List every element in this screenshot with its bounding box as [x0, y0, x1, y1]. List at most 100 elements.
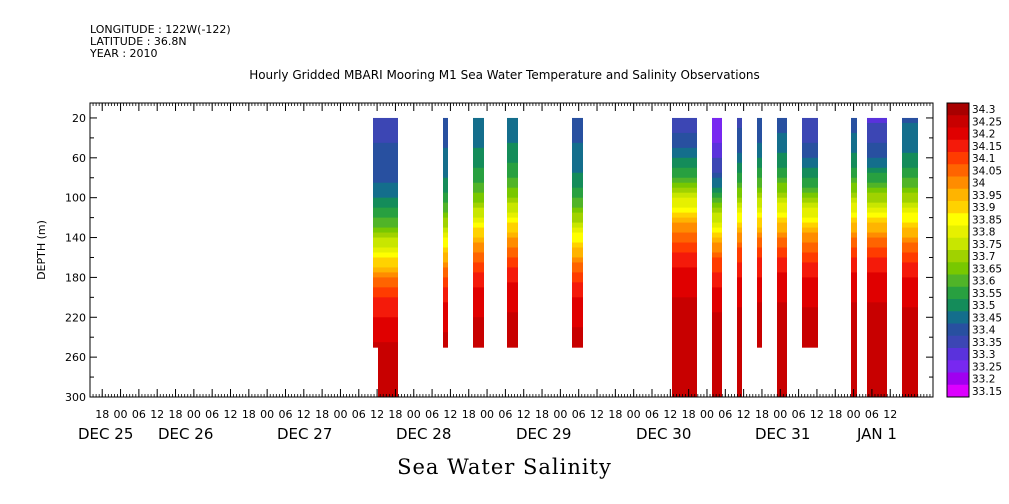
salinity-cell [757, 327, 762, 333]
salinity-cell [473, 187, 484, 194]
salinity-cell [572, 187, 583, 194]
salinity-cell [737, 167, 742, 174]
salinity-cell [802, 172, 818, 179]
salinity-cell [712, 307, 722, 313]
salinity-cell [473, 327, 484, 333]
salinity-cell [672, 262, 697, 268]
salinity-cell [737, 362, 742, 368]
salinity-cell [672, 327, 697, 333]
colorbar-label: 33.95 [972, 190, 1002, 202]
salinity-cell [737, 162, 742, 169]
salinity-cell [902, 247, 918, 253]
salinity-cell [473, 272, 484, 278]
salinity-cell [473, 332, 484, 338]
salinity-cell [902, 132, 918, 139]
salinity-cell [473, 127, 484, 134]
salinity-cell [712, 317, 722, 323]
salinity-cell [473, 237, 484, 244]
salinity-cell [902, 392, 918, 398]
salinity-cell [373, 242, 398, 249]
salinity-cell [473, 312, 484, 318]
salinity-cell [902, 387, 918, 393]
salinity-cell [507, 227, 518, 234]
salinity-cell [867, 217, 887, 224]
colorbar-swatch [947, 213, 969, 226]
salinity-cell [473, 162, 484, 169]
salinity-cell [672, 192, 697, 199]
colorbar-swatch [947, 323, 969, 337]
salinity-cell [737, 277, 742, 283]
x-tick-label: 06 [792, 408, 806, 421]
salinity-cell [802, 222, 818, 229]
salinity-cell [802, 217, 818, 224]
salinity-cell [867, 317, 887, 323]
salinity-cell [802, 302, 818, 308]
salinity-cell [473, 197, 484, 204]
salinity-cell [443, 327, 448, 333]
salinity-cell [757, 157, 762, 164]
salinity-cell [902, 167, 918, 174]
salinity-cell [757, 177, 762, 184]
salinity-cell [473, 142, 484, 149]
salinity-cell [902, 232, 918, 239]
salinity-cell [473, 147, 484, 154]
x-date-label: JAN 1 [856, 425, 897, 443]
salinity-cell [443, 322, 448, 328]
salinity-cell [737, 312, 742, 318]
salinity-cell [757, 247, 762, 253]
salinity-cell [737, 357, 742, 363]
salinity-cell [802, 252, 818, 258]
salinity-cell [902, 182, 918, 189]
salinity-cell [777, 297, 787, 303]
salinity-cell [777, 252, 787, 258]
colorbar-label: 33.4 [972, 325, 996, 337]
salinity-cell [777, 237, 787, 244]
colorbar-label: 34.1 [972, 153, 995, 165]
salinity-cell [572, 172, 583, 179]
salinity-cell [712, 122, 722, 129]
y-tick-label: 300 [65, 391, 86, 404]
salinity-cell [802, 297, 818, 303]
salinity-cell [712, 157, 722, 164]
salinity-cell [373, 212, 398, 219]
salinity-cell [777, 312, 787, 318]
salinity-cell [443, 212, 448, 219]
salinity-cell [867, 347, 887, 353]
salinity-cell [802, 332, 818, 338]
salinity-cell [867, 282, 887, 288]
salinity-cell [902, 172, 918, 179]
salinity-cell [572, 342, 583, 348]
salinity-cell [672, 217, 697, 224]
salinity-cell [672, 367, 697, 373]
salinity-cell [378, 357, 398, 363]
salinity-cell [672, 212, 697, 219]
salinity-cell [507, 292, 518, 298]
salinity-cell [712, 382, 722, 388]
salinity-cell [802, 237, 818, 244]
salinity-cell [373, 257, 398, 263]
x-tick-label: 12 [443, 408, 457, 421]
x-tick-label: 06 [645, 408, 659, 421]
salinity-cell [902, 147, 918, 154]
salinity-cell [572, 222, 583, 229]
salinity-cell [712, 197, 722, 204]
salinity-cell [902, 277, 918, 283]
salinity-cell [777, 332, 787, 338]
salinity-cell [672, 387, 697, 393]
x-tick-label: 06 [278, 408, 292, 421]
salinity-cell [672, 157, 697, 164]
x-tick-label: 18 [242, 408, 256, 421]
salinity-cell [373, 307, 398, 313]
salinity-cell [802, 197, 818, 204]
salinity-cell [712, 357, 722, 363]
salinity-cell [777, 192, 787, 199]
salinity-cell [757, 267, 762, 273]
salinity-cell [757, 342, 762, 348]
salinity-cell [473, 267, 484, 273]
salinity-cell [777, 387, 787, 393]
salinity-cell [572, 177, 583, 184]
salinity-cell [712, 142, 722, 149]
salinity-cell [757, 217, 762, 224]
salinity-cell [777, 347, 787, 353]
salinity-cell [672, 147, 697, 154]
